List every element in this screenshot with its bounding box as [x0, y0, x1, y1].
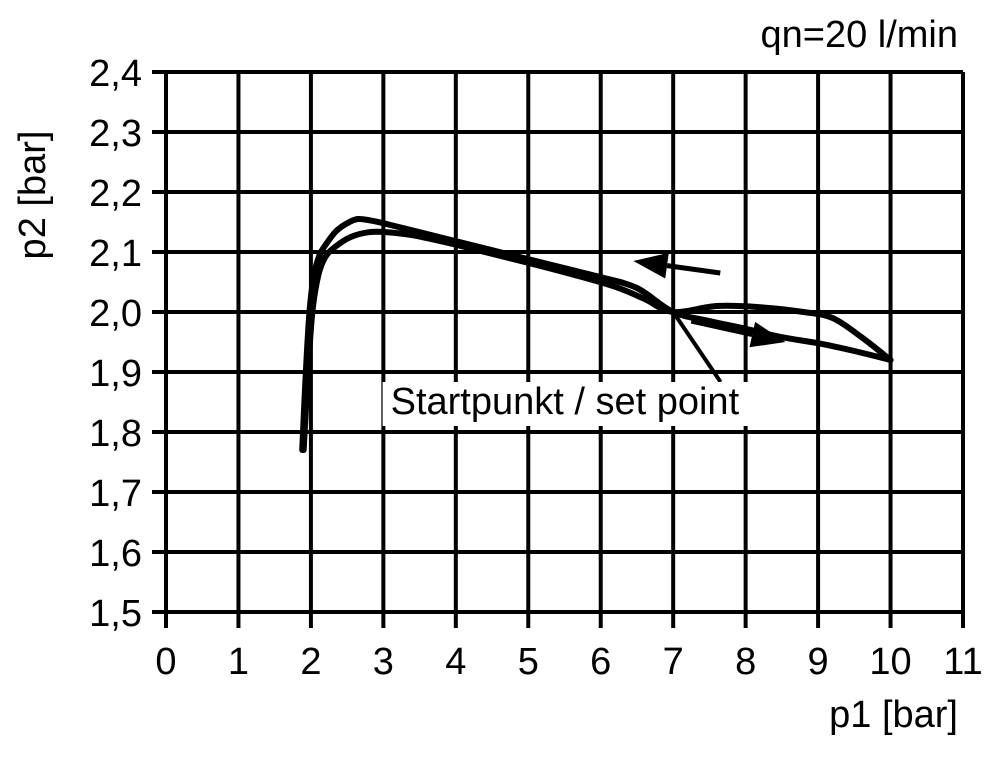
y-tick-label: 1,8	[89, 413, 142, 455]
set-point-label-backdrop	[382, 382, 786, 426]
y-axis-tick-labels: 1,5 1,6 1,7 1,8 1,9 2,0 2,1 2,2 2,3 2,4	[89, 53, 142, 635]
x-tick-label: 9	[808, 641, 829, 683]
arrow-head	[633, 252, 669, 279]
data-curve	[300, 228, 894, 453]
arrow-increasing-arrow	[690, 318, 786, 348]
x-tick-label: 11	[943, 641, 982, 683]
x-tick-label: 3	[373, 641, 394, 683]
x-tick-label: 4	[445, 641, 466, 683]
y-tick-label: 1,6	[89, 533, 142, 575]
y-tick-label: 1,5	[89, 593, 142, 635]
arrow-decreasing-arrow	[633, 252, 721, 279]
y-tick-label: 2,4	[89, 53, 142, 95]
data-series-group	[299, 215, 894, 453]
y-tick-label: 2,3	[89, 113, 142, 155]
x-tick-label: 7	[663, 641, 684, 683]
data-curve	[299, 215, 894, 453]
x-tick-label: 0	[155, 641, 176, 683]
y-tick-label: 2,0	[89, 293, 142, 335]
set-point-leader-line	[671, 310, 723, 384]
x-tick-label: 10	[869, 641, 911, 683]
x-tick-label: 6	[590, 641, 611, 683]
y-tick-label: 1,7	[89, 473, 142, 515]
x-tick-label: 5	[518, 641, 539, 683]
y-axis-title: p2 [bar]	[12, 131, 54, 260]
x-axis-title: p1 [bar]	[829, 694, 958, 736]
set-point-label: Startpunkt / set point	[391, 381, 740, 423]
y-tick-label: 2,1	[89, 233, 142, 275]
y-tick-label: 2,2	[89, 173, 142, 215]
x-tick-label: 8	[735, 641, 756, 683]
x-axis-tick-labels: 0 1 2 3 4 5 6 7 8 9 10 11	[155, 641, 982, 683]
y-tick-label: 1,9	[89, 353, 142, 395]
chart-title: qn=20 l/min	[760, 14, 958, 56]
annotations-group: Startpunkt / set point	[382, 252, 786, 426]
arrow-head	[749, 321, 786, 348]
x-axis-tick-marks	[164, 612, 965, 628]
y-axis-tick-marks	[152, 70, 166, 614]
x-tick-label: 1	[228, 641, 249, 683]
x-tick-label: 2	[300, 641, 321, 683]
arrow-shaft	[690, 318, 753, 338]
arrow-shaft	[666, 263, 721, 276]
